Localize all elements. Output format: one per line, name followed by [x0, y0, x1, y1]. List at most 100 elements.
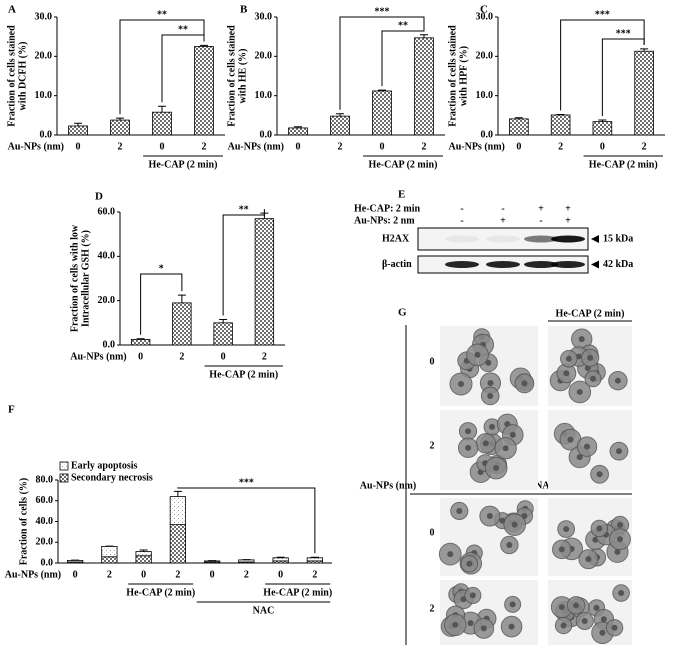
x-tick-label: 0 — [380, 141, 385, 152]
band — [551, 235, 585, 243]
panel-label: G — [398, 307, 407, 319]
nucleus — [509, 431, 516, 438]
error-bar — [514, 117, 523, 119]
nucleus — [558, 604, 565, 611]
nucleus — [565, 355, 572, 362]
row-label: He-CAP: 2 min — [354, 203, 421, 214]
error-bar — [378, 89, 386, 91]
nucleus — [521, 380, 528, 387]
significance-bracket — [339, 16, 425, 110]
x-tick-label: 2 — [642, 141, 647, 152]
nucleus — [452, 621, 459, 628]
y-tick-label: 10.0 — [255, 90, 273, 101]
y-axis-label: Fraction of cells stained — [6, 25, 17, 127]
y-axis-label: Fraction of cells with low — [69, 224, 80, 332]
significance-label: ** — [157, 9, 167, 20]
sign: + — [565, 203, 571, 214]
nucleus — [511, 521, 518, 528]
sign: + — [565, 215, 571, 226]
group-label: He-CAP (2 min) — [589, 159, 658, 170]
error-bar — [598, 119, 607, 122]
band-label: β-actin — [382, 259, 412, 270]
significance-label: ** — [239, 204, 249, 215]
bar-segment — [238, 559, 255, 563]
error-bar — [200, 44, 208, 47]
nucleus — [465, 444, 472, 451]
significance-label: *** — [239, 477, 254, 488]
significance-label: ** — [178, 24, 188, 35]
x-tick-label: 2 — [244, 569, 249, 580]
x-axis-label: Au-NPs (nm) — [5, 569, 61, 580]
nucleus — [487, 392, 494, 399]
bar — [592, 121, 613, 136]
nucleus — [587, 354, 594, 361]
bar-segment — [272, 557, 289, 562]
bar — [152, 111, 172, 136]
y-axis-label: Fraction of cells stained — [447, 25, 458, 127]
group-label: NAC — [253, 605, 275, 616]
significance-label: ** — [398, 20, 408, 31]
nucleus — [600, 616, 607, 623]
legend-label: Early apoptosis — [71, 460, 138, 471]
size-label: 15 kDa — [603, 233, 633, 244]
nucleus — [596, 471, 603, 478]
bar — [213, 322, 233, 346]
significance-bracket — [560, 19, 645, 111]
x-tick-label: 2 — [338, 141, 343, 152]
y-tick-label: 0.0 — [103, 339, 116, 350]
panel-label: C — [480, 4, 488, 16]
significance-label: * — [159, 263, 164, 274]
bar — [68, 125, 88, 136]
y-tick-label: 0.0 — [40, 129, 53, 140]
nucleus — [585, 556, 592, 563]
row-label: 2 — [430, 604, 435, 615]
bar-segment — [101, 556, 118, 564]
bar-segment — [135, 555, 152, 564]
bar-segment — [101, 546, 118, 558]
nucleus — [487, 379, 494, 386]
bar-segment — [306, 557, 323, 562]
x-tick-label: 2 — [312, 569, 317, 580]
error-bar — [158, 105, 166, 113]
nucleus — [596, 525, 603, 532]
y-axis-label: with HE (%) — [237, 49, 248, 104]
band — [524, 261, 558, 268]
nucleus — [581, 617, 588, 624]
nucleus — [469, 592, 476, 599]
significance-bracket — [161, 34, 205, 103]
panel-label: B — [240, 4, 248, 16]
legend-label: Secondary necrosis — [71, 472, 153, 483]
y-tick-label: 20.0 — [476, 51, 494, 62]
error-bar — [116, 117, 124, 121]
nucleus — [465, 428, 472, 435]
error-bar — [136, 338, 145, 340]
group-label: He-CAP (2 min) — [149, 159, 218, 170]
nucleus — [486, 513, 493, 520]
y-tick-label: 20.0 — [98, 295, 116, 306]
header: He-CAP (2 min) — [556, 308, 625, 319]
bar — [634, 50, 654, 136]
sign: - — [460, 215, 463, 226]
nucleus — [480, 625, 487, 632]
panel-label: D — [95, 191, 103, 203]
x-tick-label: 0 — [221, 351, 226, 362]
panel-label: A — [8, 4, 16, 16]
nucleus — [590, 375, 597, 382]
y-tick-label: 40.0 — [98, 251, 116, 262]
y-axis-label: Fraction of cells (%) — [18, 478, 29, 565]
nucleus — [493, 465, 500, 472]
sign: + — [500, 215, 506, 226]
x-tick-label: 0 — [210, 569, 215, 580]
nucleus — [506, 541, 513, 548]
x-axis-label: Au-NPs (nm) — [448, 141, 504, 152]
band — [445, 261, 479, 268]
blot-frame — [417, 227, 589, 251]
error-bar — [177, 294, 186, 303]
y-axis-label: with DCFH (%) — [17, 42, 28, 111]
bar — [172, 302, 192, 346]
nucleus — [576, 454, 583, 461]
x-tick-label: 2 — [558, 141, 563, 152]
y-tick-label: 60.0 — [98, 206, 116, 217]
bar-segment — [169, 496, 186, 526]
